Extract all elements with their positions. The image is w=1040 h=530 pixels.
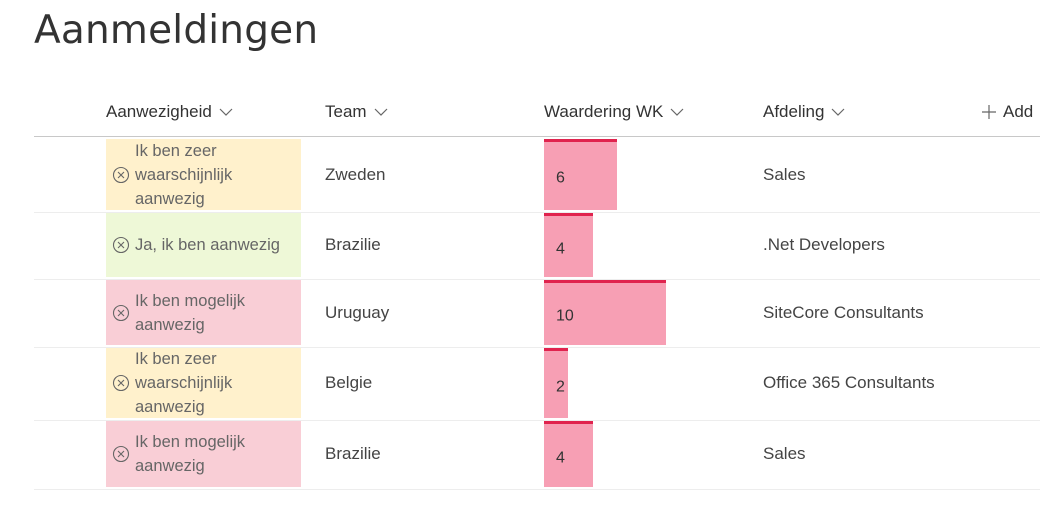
presence-cell[interactable]: Ik ben zeer waarschijnlijk aanwezig (106, 139, 301, 210)
presence-label: Ik ben mogelijk aanwezig (135, 433, 246, 475)
table-row[interactable]: Ja, ik ben aanwezig Brazilie 4 .Net Develop… (34, 211, 1040, 280)
rating-value: 2 (556, 378, 565, 396)
circle-x-icon (112, 304, 130, 322)
column-header-rating-label: Waardering WK (544, 102, 664, 121)
rating-bar: 6 (544, 139, 617, 210)
chevron-down-icon (830, 104, 846, 120)
column-header-rating[interactable]: Waardering WK (544, 102, 685, 122)
rating-bar: 2 (544, 348, 568, 418)
chevron-down-icon (218, 104, 234, 120)
team-cell: Zweden (325, 164, 386, 184)
column-header-team[interactable]: Team (325, 102, 389, 122)
rating-bar: 4 (544, 421, 593, 487)
add-column-label: Add (1003, 102, 1034, 121)
circle-x-icon (112, 445, 130, 463)
rating-value: 4 (556, 449, 565, 467)
table-row[interactable]: Ik ben zeer waarschijnlijk aanwezig Zwede… (34, 137, 1040, 213)
rating-bar: 4 (544, 213, 593, 277)
add-column-button[interactable]: Add (981, 102, 1033, 122)
presence-cell[interactable]: Ik ben mogelijk aanwezig (106, 421, 301, 487)
rating-value: 4 (556, 240, 565, 258)
presence-label: Ja, ik ben aanwezig (135, 236, 280, 254)
chevron-down-icon (373, 104, 389, 120)
rating-value: 6 (556, 169, 565, 187)
department-cell: Office 365 Consultants (763, 373, 935, 392)
presence-cell[interactable]: Ja, ik ben aanwezig (106, 213, 301, 277)
column-header-presence[interactable]: Aanwezigheid (106, 102, 234, 122)
team-cell: Uruguay (325, 302, 390, 322)
presence-cell[interactable]: Ik ben mogelijk aanwezig (106, 280, 301, 345)
circle-x-icon (112, 166, 130, 184)
column-header-department-label: Afdeling (763, 102, 825, 121)
page-title: Aanmeldingen (34, 8, 319, 53)
table-row[interactable]: Ik ben mogelijk aanwezig Uruguay 10 SiteCor… (34, 278, 1040, 348)
column-header-presence-label: Aanwezigheid (106, 102, 212, 121)
team-cell: Brazilie (325, 235, 381, 254)
circle-x-icon (112, 236, 130, 254)
table-row[interactable]: Ik ben mogelijk aanwezig Brazilie 4 Sales (34, 419, 1040, 490)
table-row[interactable]: Ik ben zeer waarschijnlijk aanwezig Belgi… (34, 346, 1040, 421)
column-header-team-label: Team (325, 102, 367, 121)
presence-cell[interactable]: Ik ben zeer waarschijnlijk aanwezig (106, 348, 301, 418)
department-cell: SiteCore Consultants (763, 302, 924, 322)
department-cell: Sales (763, 164, 806, 184)
chevron-down-icon (669, 104, 685, 120)
list-header: Aanwezigheid Team Waardering WK Afdeling… (34, 88, 1040, 137)
plus-icon (981, 104, 997, 120)
circle-x-icon (112, 374, 130, 392)
rating-bar: 10 (544, 280, 666, 345)
presence-label: Ik ben mogelijk aanwezig (135, 291, 246, 334)
column-header-department[interactable]: Afdeling (763, 102, 846, 122)
team-cell: Belgie (325, 373, 373, 392)
rating-value: 10 (556, 307, 574, 325)
team-cell: Brazilie (325, 444, 381, 463)
department-cell: .Net Developers (763, 235, 885, 254)
presence-label: Ik ben zeer waarschijnlijk aanwezig (135, 141, 233, 208)
department-cell: Sales (763, 444, 806, 463)
presence-label: Ik ben zeer waarschijnlijk aanwezig (135, 350, 233, 416)
